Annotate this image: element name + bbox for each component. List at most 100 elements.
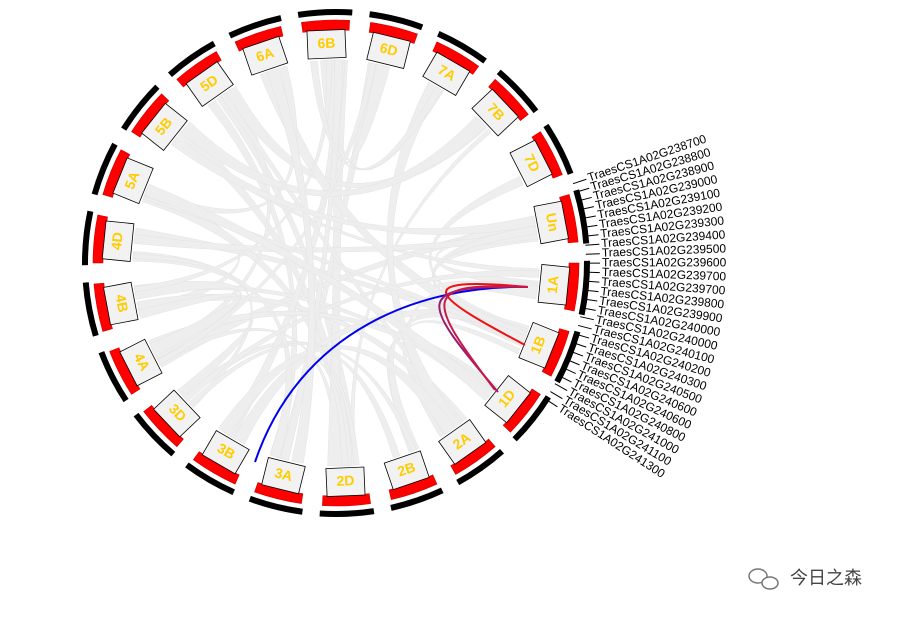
sector-label: Un: [543, 212, 562, 233]
sector: 2B: [383, 450, 430, 491]
sector: 5D: [185, 61, 234, 108]
sector-box: [533, 200, 569, 245]
sector-box: [119, 338, 163, 387]
sector: 5B: [141, 102, 188, 152]
sector-box: [518, 321, 560, 369]
sector-label: 5A: [121, 169, 143, 192]
sector: 4D: [101, 220, 135, 262]
sector-label: 6B: [317, 35, 336, 52]
sector-box: [242, 35, 289, 76]
sector: 6A: [242, 35, 289, 76]
sector-label: 2D: [336, 472, 355, 489]
sector-label: 6A: [254, 44, 276, 65]
sector: 7B: [471, 88, 519, 137]
gene-tick: [584, 234, 599, 237]
gene-tick: [575, 333, 590, 339]
gene-tick: [554, 383, 568, 391]
chord: [218, 345, 456, 436]
track-black: [121, 84, 160, 131]
sector-box: [112, 157, 154, 205]
sector: 7A: [422, 51, 471, 97]
track-black: [297, 8, 353, 18]
sector-label: 1A: [544, 275, 562, 294]
sector: 6B: [306, 28, 347, 60]
gene-label: TraesCS1A02G239500: [602, 241, 727, 259]
gene-tick: [583, 224, 598, 228]
gene-tick: [572, 342, 587, 348]
gene-tick: [584, 289, 599, 293]
gene-tick: [569, 350, 584, 357]
gene-tick: [577, 324, 592, 330]
chord: [310, 60, 443, 171]
track-black: [133, 412, 176, 457]
track-black: [573, 189, 590, 244]
chords: [132, 59, 540, 467]
track-black: [512, 395, 551, 442]
sector: 3B: [201, 429, 250, 475]
gene-tick: [585, 243, 600, 246]
sector-label: 1B: [527, 333, 549, 356]
track-black: [167, 40, 216, 77]
chord: [188, 342, 417, 452]
chord: [170, 136, 536, 235]
gene-tick: [581, 215, 596, 219]
sector: 7D: [509, 139, 553, 188]
sector: 3D: [153, 389, 201, 438]
gene-tick: [580, 316, 594, 321]
sector: 2D: [325, 466, 366, 498]
sector-box: [325, 466, 366, 498]
watermark: 今日之森: [748, 568, 862, 590]
watermark-text: 今日之森: [790, 568, 862, 589]
sector-box: [261, 456, 306, 495]
sector: 1A: [537, 264, 571, 306]
sector-box: [306, 28, 347, 60]
track-black: [543, 123, 574, 175]
track-black: [554, 330, 581, 384]
sector: 5A: [112, 157, 154, 205]
sector-box: [141, 102, 188, 152]
sector-box: [185, 61, 234, 108]
gene-tick: [583, 298, 598, 302]
sector: Un: [533, 200, 569, 245]
wechat-icon: [748, 568, 768, 584]
chord: [266, 68, 316, 464]
gene-tick: [545, 398, 558, 408]
sector-box: [153, 389, 201, 438]
sector-label: 3B: [215, 440, 239, 463]
gene-tick: [566, 359, 580, 366]
sector-label: 7D: [521, 151, 543, 174]
track-black: [91, 142, 118, 196]
chord: [280, 59, 344, 461]
gene-tick: [575, 187, 590, 193]
wechat-icon: [761, 576, 779, 590]
chord: [132, 253, 253, 408]
track-black: [82, 210, 94, 266]
track-black: [185, 462, 235, 495]
gene-tick: [558, 375, 572, 383]
track-black: [319, 508, 375, 517]
link: [443, 285, 529, 391]
sector-box: [537, 264, 571, 306]
highlight-links: [254, 283, 529, 463]
gene-tick: [562, 367, 576, 375]
chord: [180, 115, 487, 197]
gene-tick: [580, 206, 595, 211]
sector-label: 4D: [108, 231, 126, 250]
sector-label: 6D: [378, 39, 399, 59]
track-black: [437, 31, 487, 64]
track-black: [390, 487, 444, 511]
sector: 4A: [119, 338, 163, 387]
track-black: [248, 495, 303, 515]
sector: 2A: [438, 418, 487, 465]
sector-label: 2B: [395, 459, 417, 480]
sector: 4B: [103, 281, 139, 326]
track-black: [82, 282, 99, 337]
sector: 3A: [261, 456, 306, 495]
sector-box: [103, 281, 139, 326]
chord: [223, 59, 346, 439]
gene-tick: [585, 280, 600, 283]
gene-labels: TraesCS1A02G238700TraesCS1A02G238800Trae…: [545, 132, 727, 481]
sector-label: 7A: [435, 61, 459, 84]
chord: [144, 183, 494, 402]
